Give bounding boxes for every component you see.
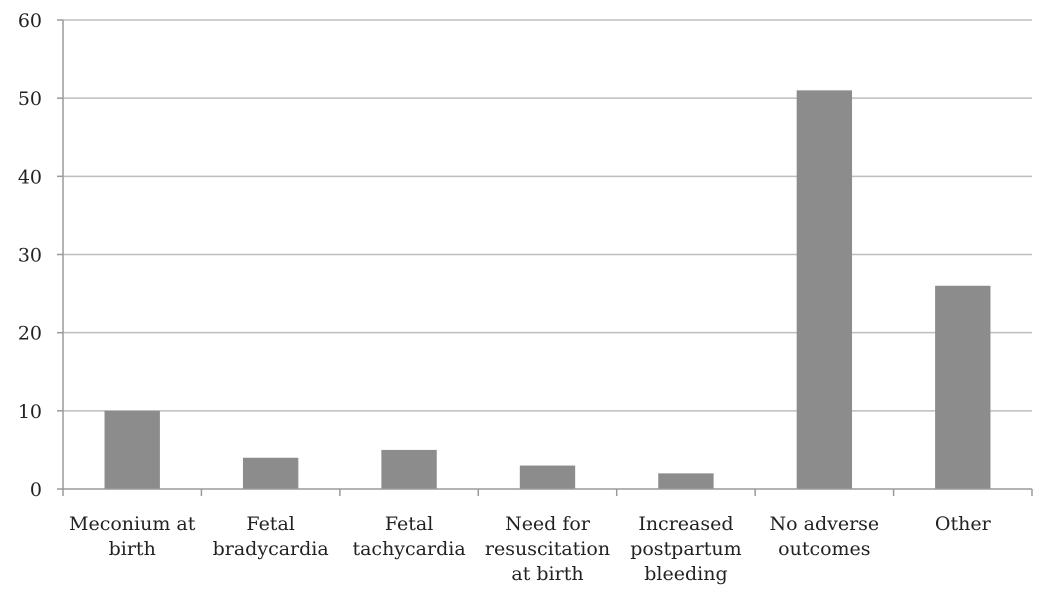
- category-label-line: at birth: [511, 563, 583, 585]
- bar-4: [658, 473, 714, 489]
- category-label-line: birth: [109, 538, 156, 560]
- bars: [104, 90, 991, 489]
- category-label-line: bleeding: [644, 563, 727, 585]
- category-label-line: Meconium at: [69, 513, 196, 535]
- category-label: Need for resuscitation at birth: [485, 513, 610, 585]
- axes: [57, 19, 1033, 496]
- category-label-line: resuscitation: [485, 538, 610, 560]
- bar-2: [381, 449, 437, 489]
- category-label-line: Fetal: [246, 513, 294, 535]
- y-tick-label: 30: [18, 245, 42, 267]
- category-label-line: Need for: [505, 513, 591, 535]
- category-labels: Meconium at birth Fetal bradycardia Fetal tac…: [69, 513, 992, 585]
- y-tick-labels: 0 10 20 30 40 50 60: [18, 10, 42, 501]
- category-label: Other: [935, 513, 992, 535]
- category-label: Fetal bradycardia: [213, 513, 329, 560]
- y-tick-label: 60: [18, 10, 42, 32]
- category-label: No adverse outcomes: [770, 513, 880, 560]
- bar-6: [935, 285, 991, 489]
- category-label-line: bradycardia: [213, 538, 329, 560]
- category-label-line: tachycardia: [352, 538, 465, 560]
- category-label-line: postpartum: [630, 538, 741, 560]
- bar-1: [242, 457, 299, 489]
- y-tick-label: 50: [18, 88, 42, 110]
- y-tick-label: 0: [30, 479, 42, 501]
- category-label: Fetal tachycardia: [352, 513, 465, 560]
- category-label-line: outcomes: [778, 538, 870, 560]
- category-label-line: Fetal: [385, 513, 433, 535]
- category-label-line: No adverse: [770, 513, 880, 535]
- bar-0: [104, 410, 160, 489]
- bar-5: [796, 90, 853, 489]
- grid-lines: [63, 19, 1032, 412]
- y-tick-label: 10: [18, 401, 42, 423]
- y-tick-label: 20: [18, 323, 42, 345]
- bar-3: [519, 465, 576, 489]
- category-label: Meconium at birth: [69, 513, 196, 560]
- category-label-line: Increased: [638, 513, 733, 535]
- category-label: Increased postpartum bleeding: [630, 513, 741, 585]
- category-label-line: Other: [935, 513, 992, 535]
- y-tick-label: 40: [18, 166, 42, 188]
